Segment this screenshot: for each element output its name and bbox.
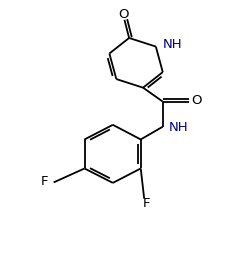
Text: F: F: [143, 197, 150, 210]
Text: NH: NH: [163, 38, 182, 51]
Text: NH: NH: [169, 121, 188, 134]
Text: O: O: [192, 94, 202, 107]
Text: F: F: [41, 175, 49, 188]
Text: O: O: [118, 7, 129, 21]
